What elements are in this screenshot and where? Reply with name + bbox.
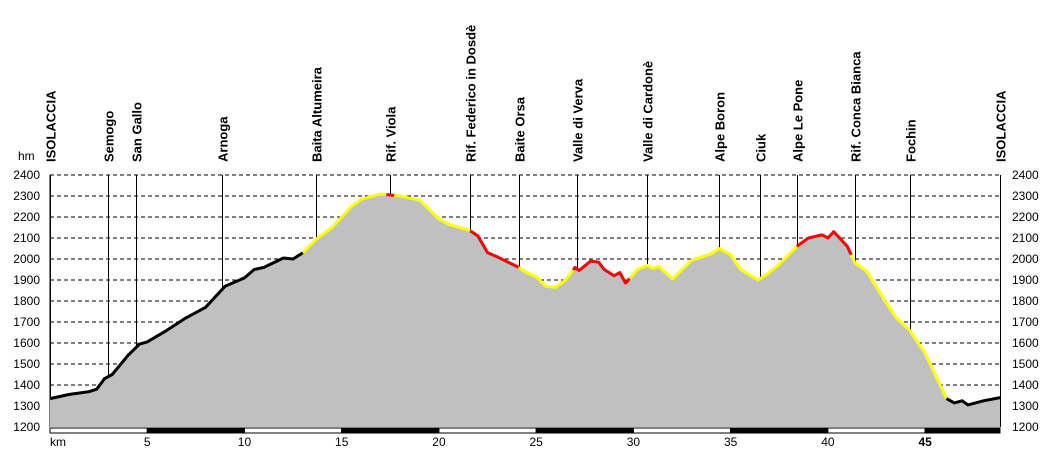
profile-segment-medium bbox=[517, 266, 575, 289]
profile-segment-hard bbox=[386, 193, 395, 197]
elevation-area bbox=[50, 193, 1000, 427]
waypoint-label: Valle di Cardonè bbox=[641, 61, 656, 162]
profile-segment-hard bbox=[571, 259, 631, 285]
profile-segment-medium bbox=[301, 192, 387, 254]
profile-segment-medium bbox=[628, 245, 798, 282]
waypoint-label: Ciuk bbox=[754, 133, 769, 162]
waypoint-label: Alpe Boron bbox=[713, 92, 728, 162]
x-tick-label: 20 bbox=[432, 435, 446, 449]
y-tick-label-left: 1800 bbox=[13, 294, 40, 308]
scale-bar-segment bbox=[827, 427, 926, 434]
y-tick-label-left: 1600 bbox=[13, 336, 40, 350]
scale-bar-segment bbox=[341, 427, 440, 434]
y-tick-label-left: 1700 bbox=[13, 315, 40, 329]
x-tick-label: 5 bbox=[144, 435, 151, 449]
x-axis-unit-label: km bbox=[50, 435, 66, 449]
waypoint-label: Arnoga bbox=[216, 116, 231, 162]
profile-segment-easy bbox=[945, 396, 1001, 407]
y-tick-label-right: 1700 bbox=[1012, 315, 1039, 329]
scale-bar-segment bbox=[924, 427, 1001, 434]
y-tick-label-right: 1500 bbox=[1012, 357, 1039, 371]
y-tick-label-left: 1200 bbox=[13, 420, 40, 434]
scale-bar-segment bbox=[146, 427, 245, 434]
y-tick-label-right: 1900 bbox=[1012, 273, 1039, 287]
x-tick-label: 10 bbox=[238, 435, 252, 449]
y-tick-label-right: 2300 bbox=[1012, 189, 1039, 203]
waypoint-label: Baita Altumeira bbox=[310, 66, 325, 162]
x-tick-label: 25 bbox=[530, 435, 544, 449]
x-tick-label: 15 bbox=[335, 435, 349, 449]
y-tick-label-right: 1400 bbox=[1012, 378, 1039, 392]
y-tick-label-right: 2100 bbox=[1012, 231, 1039, 245]
y-tick-label-left: 2400 bbox=[13, 168, 40, 182]
y-tick-label-right: 1300 bbox=[1012, 399, 1039, 413]
profile-segment-hard bbox=[469, 229, 520, 269]
y-tick-label-right: 1200 bbox=[1012, 420, 1039, 434]
y-tick-label-right: 2000 bbox=[1012, 252, 1039, 266]
y-tick-label-left: 1900 bbox=[13, 273, 40, 287]
waypoint-label: Valle di Verva bbox=[571, 78, 586, 162]
waypoint-label: Rif. Federico in Dosdè bbox=[464, 25, 479, 162]
y-tick-label-left: 2300 bbox=[13, 189, 40, 203]
y-tick-label-left: 2000 bbox=[13, 252, 40, 266]
waypoint-label: ISOLACCIA bbox=[44, 90, 59, 162]
y-tick-label-left: 2200 bbox=[13, 210, 40, 224]
waypoint-label: Rif. Conca Bianca bbox=[849, 51, 864, 162]
y-tick-label-left: 1400 bbox=[13, 378, 40, 392]
waypoint-label: Fochin bbox=[904, 119, 919, 162]
waypoint-label: San Gallo bbox=[130, 102, 145, 162]
y-tick-label-right: 2400 bbox=[1012, 168, 1039, 182]
scale-bar-segment bbox=[438, 427, 537, 434]
profile-segment-easy bbox=[49, 251, 304, 401]
y-tick-label-right: 1600 bbox=[1012, 336, 1039, 350]
profile-segment-medium bbox=[849, 254, 948, 400]
y-tick-label-left: 2100 bbox=[13, 231, 40, 245]
waypoint-label: Rif. Viola bbox=[384, 106, 399, 162]
waypoint-label: Semogo bbox=[102, 111, 117, 162]
scale-bar-segment bbox=[730, 427, 829, 434]
x-tick-label: 40 bbox=[821, 435, 835, 449]
scale-bar-segment bbox=[535, 427, 634, 434]
profile-segment-hard bbox=[795, 230, 853, 256]
scale-bar-segment bbox=[632, 427, 732, 434]
scale-bar-segment bbox=[243, 427, 343, 434]
waypoint-label: Alpe Le Pone bbox=[791, 80, 806, 162]
y-axis-unit-label: hm bbox=[18, 149, 35, 163]
x-tick-label: 30 bbox=[627, 435, 641, 449]
waypoint-label: Baite Orsa bbox=[513, 96, 528, 162]
y-tick-label-right: 1800 bbox=[1012, 294, 1039, 308]
y-tick-label-left: 1500 bbox=[13, 357, 40, 371]
y-tick-label-left: 1300 bbox=[13, 399, 40, 413]
waypoint-label: ISOLACCIA bbox=[994, 90, 1009, 162]
y-tick-label-right: 2200 bbox=[1012, 210, 1039, 224]
scale-bar-segment bbox=[49, 427, 148, 434]
x-tick-label: 35 bbox=[724, 435, 738, 449]
x-tick-label: 45 bbox=[918, 435, 932, 449]
profile-segment-medium bbox=[394, 193, 471, 233]
